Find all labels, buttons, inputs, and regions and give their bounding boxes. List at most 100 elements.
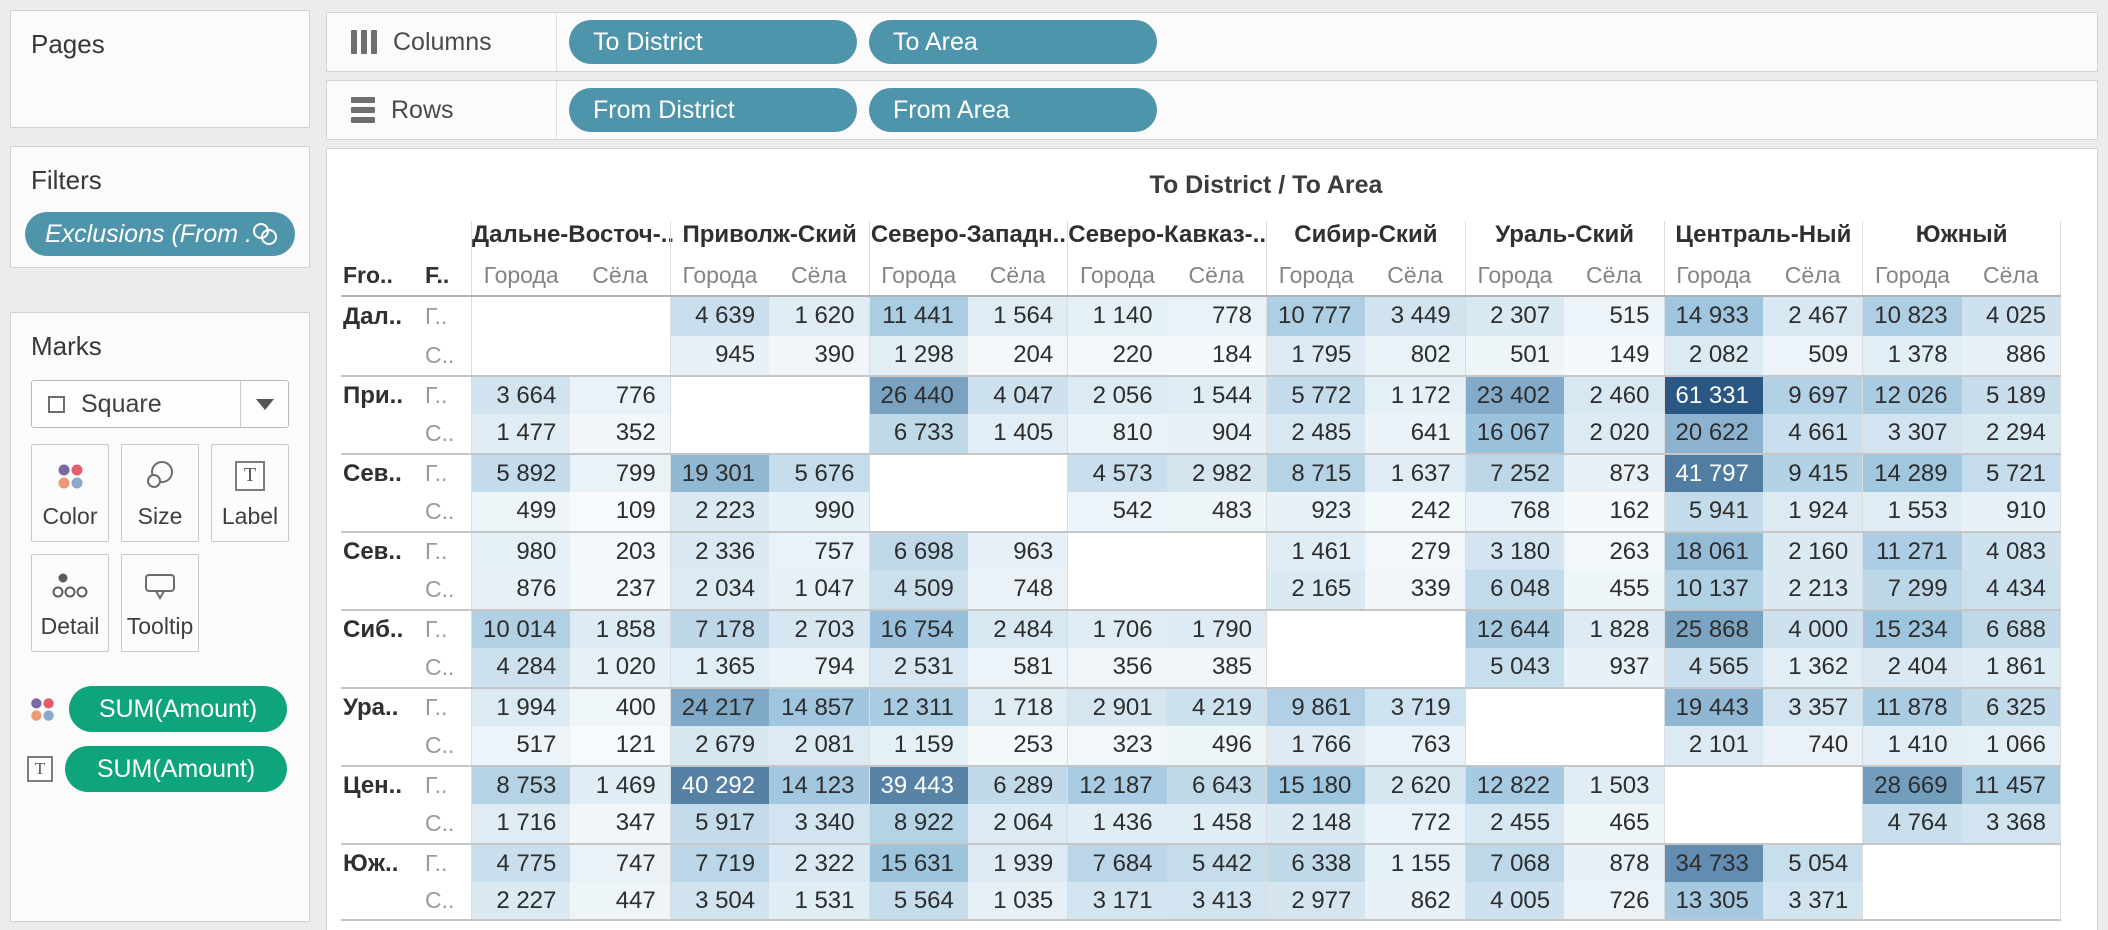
heat-cell[interactable]: 3 307 <box>1862 414 1962 453</box>
heat-cell[interactable]: 990 <box>769 492 869 531</box>
heat-cell[interactable]: 1 858 <box>570 611 670 648</box>
heat-cell[interactable]: 2 679 <box>669 726 770 765</box>
heat-cell[interactable]: 4 509 <box>868 570 968 609</box>
heat-cell[interactable]: 2 294 <box>1961 414 2061 453</box>
empty-cell[interactable] <box>570 297 669 336</box>
heat-cell[interactable]: 2 531 <box>868 648 968 687</box>
heat-cell[interactable]: 3 368 <box>1961 804 2061 843</box>
heat-cell[interactable]: 2 977 <box>1266 882 1366 919</box>
heat-cell[interactable]: 12 822 <box>1464 767 1565 804</box>
empty-cell[interactable] <box>769 414 868 453</box>
empty-cell[interactable] <box>471 336 570 375</box>
heat-cell[interactable]: 517 <box>471 726 571 765</box>
empty-cell[interactable] <box>1266 611 1365 648</box>
heat-cell[interactable]: 1 436 <box>1067 804 1167 843</box>
heat-cell[interactable]: 263 <box>1564 533 1664 570</box>
heat-cell[interactable]: 1 544 <box>1166 377 1266 414</box>
heat-cell[interactable]: 1 766 <box>1266 726 1366 765</box>
column-group-header[interactable]: Северо-Кавказ-.. <box>1067 221 1266 255</box>
heat-cell[interactable]: 121 <box>570 726 670 765</box>
sub-column-header[interactable]: Сёла <box>1784 262 1841 288</box>
empty-cell[interactable] <box>1464 689 1564 726</box>
heat-cell[interactable]: 4 219 <box>1166 689 1266 726</box>
column-group-header[interactable]: Сибир-Ский <box>1266 221 1465 255</box>
heat-cell[interactable]: 5 892 <box>471 455 571 492</box>
heat-cell[interactable]: 1 861 <box>1961 648 2061 687</box>
pill-to-district[interactable]: To District <box>569 20 857 64</box>
heat-cell[interactable]: 352 <box>570 414 670 453</box>
heat-cell[interactable]: 3 449 <box>1365 297 1465 336</box>
heat-cell[interactable]: 7 684 <box>1067 845 1167 882</box>
heat-cell[interactable]: 4 434 <box>1961 570 2061 609</box>
empty-cell[interactable] <box>1564 726 1663 765</box>
columns-shelf[interactable]: Columns To District To Area <box>326 12 2098 72</box>
heat-cell[interactable]: 10 137 <box>1663 570 1763 609</box>
heat-cell[interactable]: 2 460 <box>1564 377 1664 414</box>
empty-cell[interactable] <box>669 414 769 453</box>
heat-cell[interactable]: 776 <box>570 377 670 414</box>
heat-cell[interactable]: 2 020 <box>1564 414 1664 453</box>
heat-cell[interactable]: 937 <box>1564 648 1664 687</box>
empty-cell[interactable] <box>1962 845 2061 882</box>
heat-cell[interactable]: 1 795 <box>1266 336 1366 375</box>
heat-cell[interactable]: 2 213 <box>1762 570 1863 609</box>
heat-cell[interactable]: 26 440 <box>868 377 968 414</box>
size-button[interactable]: Size <box>121 444 199 542</box>
detail-button[interactable]: Detail <box>31 554 109 652</box>
heat-cell[interactable]: 2 901 <box>1067 689 1167 726</box>
heat-cell[interactable]: 9 697 <box>1762 377 1863 414</box>
heat-cell[interactable]: 1 790 <box>1166 611 1266 648</box>
heat-cell[interactable]: 3 371 <box>1762 882 1863 919</box>
heat-cell[interactable]: 772 <box>1365 804 1465 843</box>
heat-cell[interactable]: 945 <box>669 336 770 375</box>
heat-cell[interactable]: 1 035 <box>967 882 1068 919</box>
heat-cell[interactable]: 10 777 <box>1266 297 1366 336</box>
heat-cell[interactable]: 5 941 <box>1663 492 1763 531</box>
empty-cell[interactable] <box>1763 804 1862 843</box>
heat-cell[interactable]: 876 <box>471 570 571 609</box>
heat-cell[interactable]: 14 933 <box>1663 297 1763 336</box>
heat-cell[interactable]: 204 <box>967 336 1068 375</box>
heat-cell[interactable]: 2 056 <box>1067 377 1167 414</box>
heat-cell[interactable]: 923 <box>1266 492 1366 531</box>
heat-cell[interactable]: 19 443 <box>1663 689 1763 726</box>
heat-cell[interactable]: 6 688 <box>1961 611 2061 648</box>
heat-cell[interactable]: 7 068 <box>1464 845 1565 882</box>
row-sub-label[interactable]: С.. <box>425 887 455 913</box>
label-button[interactable]: T Label <box>211 444 289 542</box>
heat-cell[interactable]: 5 564 <box>868 882 968 919</box>
heat-cell[interactable]: 11 271 <box>1862 533 1962 570</box>
heat-cell[interactable]: 5 917 <box>669 804 770 843</box>
heat-cell[interactable]: 12 311 <box>868 689 968 726</box>
pill-from-area[interactable]: From Area <box>869 88 1157 132</box>
heat-cell[interactable]: 41 797 <box>1663 455 1763 492</box>
heat-cell[interactable]: 109 <box>570 492 670 531</box>
heat-cell[interactable]: 1 410 <box>1862 726 1962 765</box>
heat-cell[interactable]: 9 861 <box>1266 689 1366 726</box>
heat-cell[interactable]: 149 <box>1564 336 1664 375</box>
heat-cell[interactable]: 1 159 <box>868 726 968 765</box>
heat-cell[interactable]: 910 <box>1961 492 2061 531</box>
empty-cell[interactable] <box>1167 570 1266 609</box>
heat-cell[interactable]: 162 <box>1564 492 1664 531</box>
heat-cell[interactable]: 1 405 <box>967 414 1068 453</box>
heat-cell[interactable]: 2 064 <box>967 804 1068 843</box>
heat-cell[interactable]: 390 <box>769 336 869 375</box>
sub-column-header[interactable]: Города <box>1862 255 1961 295</box>
sub-column-header[interactable]: Сёла <box>1586 262 1642 288</box>
heat-cell[interactable]: 10 823 <box>1862 297 1962 336</box>
column-group-header[interactable]: Северо-Западн.. <box>868 221 1068 255</box>
heat-cell[interactable]: 515 <box>1564 297 1664 336</box>
heat-cell[interactable]: 39 443 <box>868 767 968 804</box>
heat-cell[interactable]: 1 718 <box>967 689 1068 726</box>
heat-cell[interactable]: 1 716 <box>471 804 571 843</box>
heat-cell[interactable]: 4 639 <box>669 297 770 336</box>
row-sub-label[interactable]: С.. <box>425 342 455 368</box>
heat-cell[interactable]: 13 305 <box>1663 882 1763 919</box>
row-sub-label[interactable]: С.. <box>425 420 455 446</box>
heat-cell[interactable]: 1 477 <box>471 414 571 453</box>
heat-cell[interactable]: 2 160 <box>1762 533 1863 570</box>
heat-cell[interactable]: 8 922 <box>868 804 968 843</box>
heat-cell[interactable]: 3 413 <box>1166 882 1266 919</box>
heat-cell[interactable]: 279 <box>1365 533 1465 570</box>
